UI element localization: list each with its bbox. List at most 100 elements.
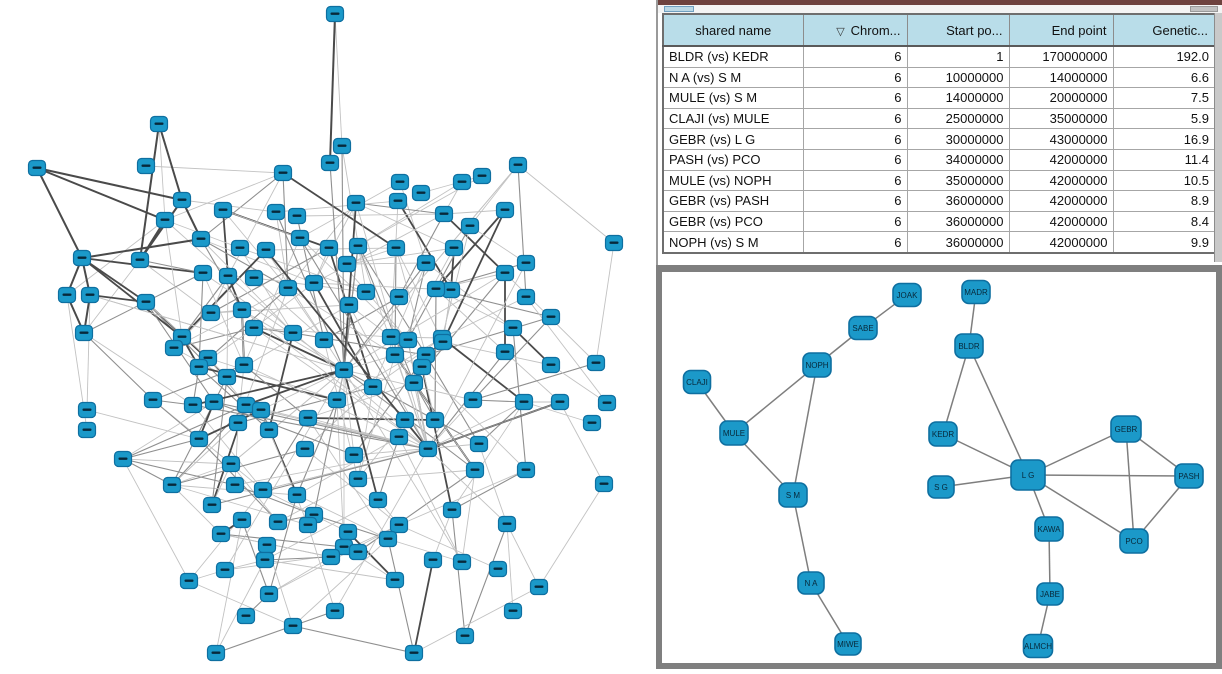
network-node[interactable] xyxy=(386,239,406,257)
network-node[interactable] xyxy=(597,394,617,412)
network-node[interactable] xyxy=(495,264,515,282)
network-node[interactable] xyxy=(529,578,549,596)
cell-value[interactable]: 25000000 xyxy=(906,107,1010,130)
network-node[interactable] xyxy=(27,159,47,177)
cell-value[interactable]: 6 xyxy=(802,45,908,68)
cell-shared-name[interactable]: NOPH (vs) S M xyxy=(662,231,804,254)
network-node[interactable] xyxy=(80,286,100,304)
cell-value[interactable]: 11.4 xyxy=(1112,148,1216,171)
network-node[interactable] xyxy=(113,450,133,468)
cell-value[interactable]: 35000000 xyxy=(1008,107,1114,130)
network-node[interactable] xyxy=(149,115,169,133)
cell-value[interactable]: 42000000 xyxy=(1008,231,1114,254)
network-node-almch[interactable]: ALMCH xyxy=(1022,633,1054,659)
network-node[interactable] xyxy=(213,201,233,219)
network-node[interactable] xyxy=(283,617,303,635)
network-node[interactable] xyxy=(162,476,182,494)
network-node[interactable] xyxy=(412,358,432,376)
cell-value[interactable]: 6 xyxy=(802,169,908,192)
table-row[interactable]: GEBR (vs) L G 6 30000000 43000000 16.9 xyxy=(662,128,1216,150)
network-node[interactable] xyxy=(236,607,256,625)
network-node[interactable] xyxy=(321,548,341,566)
network-node[interactable] xyxy=(463,391,483,409)
network-node[interactable] xyxy=(586,354,606,372)
network-node[interactable] xyxy=(225,476,245,494)
column-header-chrom[interactable]: ▽ Chrom... xyxy=(802,13,908,47)
horizontal-scrollbar[interactable] xyxy=(658,5,1222,13)
network-node[interactable] xyxy=(278,279,298,297)
cell-shared-name[interactable]: PASH (vs) PCO xyxy=(662,148,804,171)
cell-value[interactable]: 8.9 xyxy=(1112,190,1216,212)
network-node[interactable] xyxy=(74,324,94,342)
scrollbar-thumb[interactable] xyxy=(1190,6,1218,12)
network-node-gebr[interactable]: GEBR xyxy=(1110,415,1142,443)
network-node[interactable] xyxy=(189,430,209,448)
network-node-claji[interactable]: CLAJI xyxy=(682,369,712,395)
network-node[interactable] xyxy=(395,411,415,429)
cell-shared-name[interactable]: MULE (vs) S M xyxy=(662,87,804,109)
network-node[interactable] xyxy=(204,393,224,411)
network-node[interactable] xyxy=(426,280,446,298)
cell-value[interactable]: 5.9 xyxy=(1112,107,1216,130)
network-node[interactable] xyxy=(218,267,238,285)
network-node[interactable] xyxy=(193,264,213,282)
cell-value[interactable]: 6 xyxy=(802,66,908,89)
network-node[interactable] xyxy=(183,396,203,414)
network-node-pco[interactable]: PCO xyxy=(1119,528,1149,554)
network-node-joak[interactable]: JOAK xyxy=(892,282,922,308)
cell-shared-name[interactable]: MULE (vs) NOPH xyxy=(662,169,804,192)
network-node[interactable] xyxy=(363,378,383,396)
network-node[interactable] xyxy=(346,194,366,212)
column-header-sharedname[interactable]: shared name xyxy=(662,13,804,47)
network-node-noph[interactable]: NOPH xyxy=(802,352,832,378)
network-node[interactable] xyxy=(72,249,92,267)
network-node[interactable] xyxy=(327,391,347,409)
column-header-endpoint[interactable]: End point xyxy=(1008,13,1114,47)
network-node[interactable] xyxy=(295,440,315,458)
cell-shared-name[interactable]: GEBR (vs) L G xyxy=(662,128,804,150)
cell-value[interactable]: 9.9 xyxy=(1112,231,1216,254)
network-node[interactable] xyxy=(283,324,303,342)
cell-value[interactable]: 170000000 xyxy=(1008,45,1114,68)
vertical-scrollbar[interactable] xyxy=(1214,13,1222,262)
network-node[interactable] xyxy=(416,346,436,364)
network-node[interactable] xyxy=(266,203,286,221)
network-node[interactable] xyxy=(221,455,241,473)
network-node[interactable] xyxy=(211,525,231,543)
network-node[interactable] xyxy=(416,254,436,272)
network-node[interactable] xyxy=(344,446,364,464)
network-node[interactable] xyxy=(164,339,184,357)
network-node[interactable] xyxy=(337,255,357,273)
network-node[interactable] xyxy=(514,393,534,411)
cell-value[interactable]: 14000000 xyxy=(1008,66,1114,89)
network-node[interactable] xyxy=(469,435,489,453)
network-node[interactable] xyxy=(348,237,368,255)
table-row[interactable]: MULE (vs) NOPH 6 35000000 42000000 10.5 xyxy=(662,169,1216,192)
cell-value[interactable]: 6 xyxy=(802,231,908,254)
network-node[interactable] xyxy=(495,343,515,361)
network-node-kedr[interactable]: KEDR xyxy=(928,421,958,447)
network-node[interactable] xyxy=(398,331,418,349)
network-node[interactable] xyxy=(273,164,293,182)
network-node-na[interactable]: N A xyxy=(797,571,825,595)
cell-value[interactable]: 6 xyxy=(802,190,908,212)
network-node[interactable] xyxy=(582,414,602,432)
network-node[interactable] xyxy=(232,511,252,529)
network-node[interactable] xyxy=(388,192,408,210)
network-node[interactable] xyxy=(201,304,221,322)
network-node[interactable] xyxy=(516,288,536,306)
network-node[interactable] xyxy=(314,331,334,349)
network-node[interactable] xyxy=(320,154,340,172)
cell-value[interactable]: 35000000 xyxy=(906,169,1010,192)
table-row[interactable]: CLAJI (vs) MULE 6 25000000 35000000 5.9 xyxy=(662,107,1216,130)
table-row[interactable]: N A (vs) S M 6 10000000 14000000 6.6 xyxy=(662,66,1216,89)
network-node[interactable] xyxy=(488,560,508,578)
network-node[interactable] xyxy=(251,401,271,419)
network-node[interactable] xyxy=(334,361,354,379)
network-node-jabe[interactable]: JABE xyxy=(1036,582,1064,606)
network-node[interactable] xyxy=(508,156,528,174)
cell-value[interactable]: 42000000 xyxy=(1008,210,1114,233)
network-node[interactable] xyxy=(411,184,431,202)
network-node[interactable] xyxy=(594,475,614,493)
network-node[interactable] xyxy=(287,207,307,225)
